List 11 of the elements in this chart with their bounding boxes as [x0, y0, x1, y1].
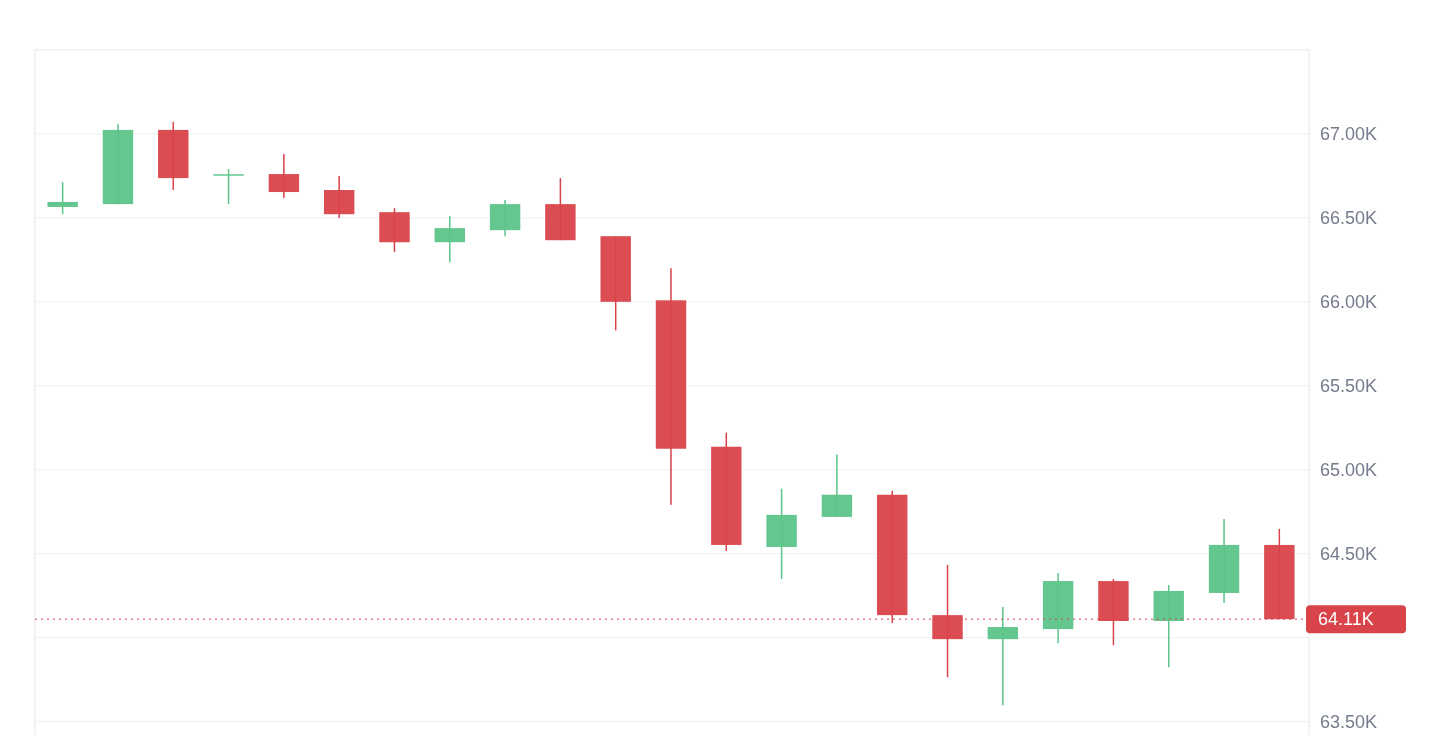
y-tick-label: 64.50K [1320, 543, 1378, 564]
y-tick-label: 66.00K [1320, 292, 1378, 313]
candlestick [213, 168, 244, 205]
candlestick [987, 606, 1019, 707]
y-tick-label: 63.50K [1320, 711, 1378, 732]
y-tick-label: 65.50K [1320, 376, 1378, 397]
y-tick-label: 66.50K [1320, 208, 1378, 229]
y-tick-label: 67.00K [1320, 124, 1378, 145]
ref-line-label: 64.11K [1318, 609, 1374, 630]
candlestick [47, 181, 78, 215]
y-tick-label: 65.00K [1320, 460, 1378, 481]
